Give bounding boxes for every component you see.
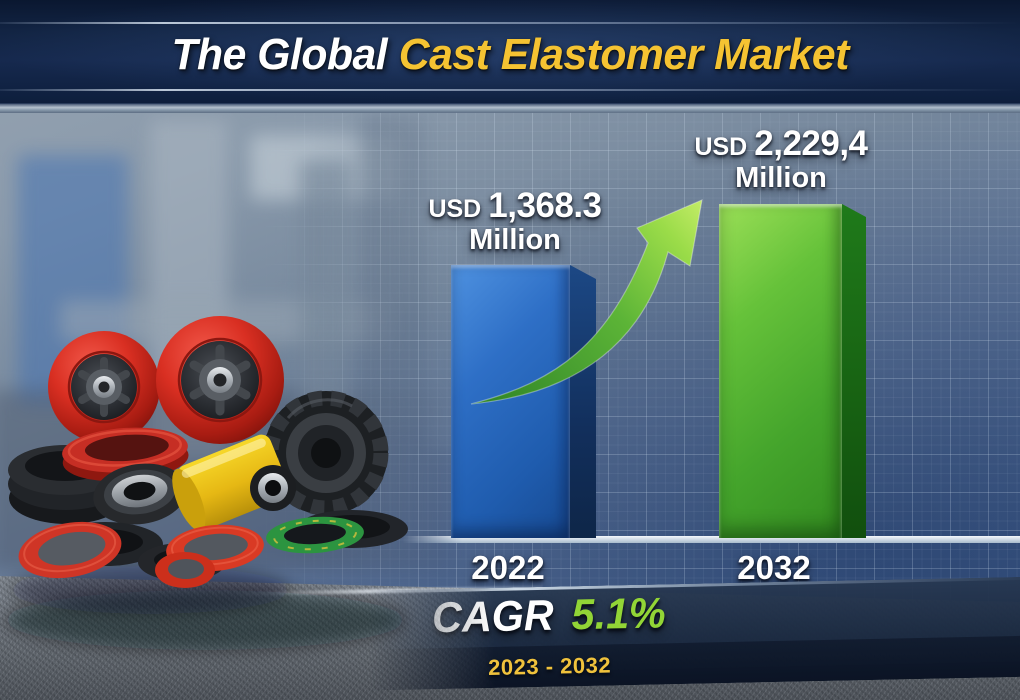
x-axis-label-2022: 2022 bbox=[471, 549, 545, 586]
bar-2022-value-label: USD 1,368.3 Million bbox=[395, 188, 635, 255]
banner-bottom-edge bbox=[0, 103, 1020, 113]
yellow-roller bbox=[172, 434, 296, 531]
bar-2032-unit: Million bbox=[735, 161, 827, 194]
red-oring-small bbox=[155, 552, 215, 588]
bar-2022-side-face bbox=[570, 265, 596, 538]
x-axis-label-2032: 2032 bbox=[737, 549, 811, 586]
black-disc-stack bbox=[8, 445, 125, 524]
bar-2022 bbox=[451, 265, 570, 538]
red-wheel-left bbox=[48, 331, 160, 443]
cagr-value: 5.1% bbox=[570, 589, 666, 640]
title-highlight: Cast Elastomer Market bbox=[398, 30, 849, 79]
bar-2032-amount: 2,229,4 bbox=[754, 124, 868, 163]
green-gasket-ring bbox=[266, 516, 364, 554]
title-banner: The Global Cast Elastomer Market bbox=[0, 0, 1020, 104]
black-bearing bbox=[93, 463, 187, 525]
red-oring-large bbox=[18, 521, 122, 579]
page-title: The Global Cast Elastomer Market bbox=[171, 30, 849, 80]
elastomer-products-image bbox=[5, 316, 408, 650]
bar-2022-amount: 1,368.3 bbox=[488, 186, 602, 225]
bar-2032-side-face bbox=[842, 204, 866, 538]
bar-2032-value-label: USD 2,229,4 Million bbox=[661, 126, 901, 193]
red-wheel-right bbox=[156, 316, 284, 444]
title-prefix: The Global bbox=[171, 30, 388, 79]
bar-2022-unit: Million bbox=[469, 223, 561, 256]
bar-2032-currency: USD bbox=[694, 133, 748, 161]
bar-2032 bbox=[719, 204, 842, 538]
red-tape-ring bbox=[62, 427, 189, 482]
bar-2022-currency: USD bbox=[428, 195, 482, 223]
cagr-label: CAGR bbox=[431, 591, 555, 643]
